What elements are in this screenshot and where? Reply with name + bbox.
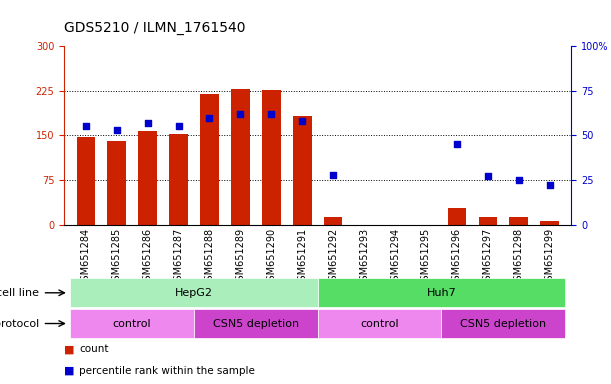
Point: [545, 182, 555, 189]
Bar: [478, 217, 497, 225]
Point: [174, 123, 183, 129]
Text: count: count: [79, 344, 109, 354]
Point: [266, 111, 276, 117]
Bar: [200, 94, 219, 225]
Text: control: control: [113, 318, 152, 329]
Point: [514, 177, 524, 183]
Point: [143, 120, 153, 126]
Bar: [70, 309, 194, 338]
Point: [452, 141, 462, 147]
Point: [483, 173, 492, 179]
Bar: [318, 309, 441, 338]
Bar: [169, 134, 188, 225]
Bar: [293, 116, 312, 225]
Text: GDS5210 / ILMN_1761540: GDS5210 / ILMN_1761540: [64, 21, 246, 35]
Bar: [540, 221, 559, 225]
Text: percentile rank within the sample: percentile rank within the sample: [79, 366, 255, 376]
Bar: [76, 137, 95, 225]
Text: Huh7: Huh7: [426, 288, 456, 298]
Bar: [441, 309, 565, 338]
Point: [205, 114, 214, 121]
Text: cell line: cell line: [0, 288, 40, 298]
Text: control: control: [360, 318, 399, 329]
Bar: [70, 278, 318, 307]
Text: HepG2: HepG2: [175, 288, 213, 298]
Bar: [318, 278, 565, 307]
Bar: [262, 89, 280, 225]
Bar: [510, 217, 528, 225]
Bar: [108, 141, 126, 225]
Point: [328, 172, 338, 178]
Text: CSN5 depletion: CSN5 depletion: [213, 318, 299, 329]
Text: CSN5 depletion: CSN5 depletion: [460, 318, 546, 329]
Bar: [194, 309, 318, 338]
Bar: [324, 217, 342, 225]
Text: ■: ■: [64, 366, 75, 376]
Bar: [138, 131, 157, 225]
Point: [235, 111, 245, 117]
Bar: [448, 208, 466, 225]
Text: protocol: protocol: [0, 318, 40, 329]
Text: ■: ■: [64, 344, 75, 354]
Point: [298, 118, 307, 124]
Point: [112, 127, 122, 133]
Bar: [231, 89, 250, 225]
Point: [81, 123, 90, 129]
